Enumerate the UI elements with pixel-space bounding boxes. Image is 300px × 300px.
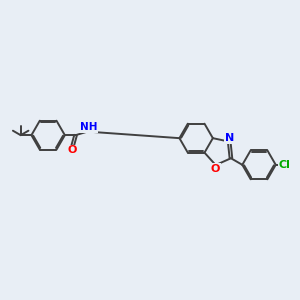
Text: O: O: [67, 145, 77, 155]
Text: NH: NH: [80, 122, 98, 132]
Text: O: O: [211, 164, 220, 174]
Text: Cl: Cl: [278, 160, 290, 170]
Text: N: N: [225, 133, 234, 143]
